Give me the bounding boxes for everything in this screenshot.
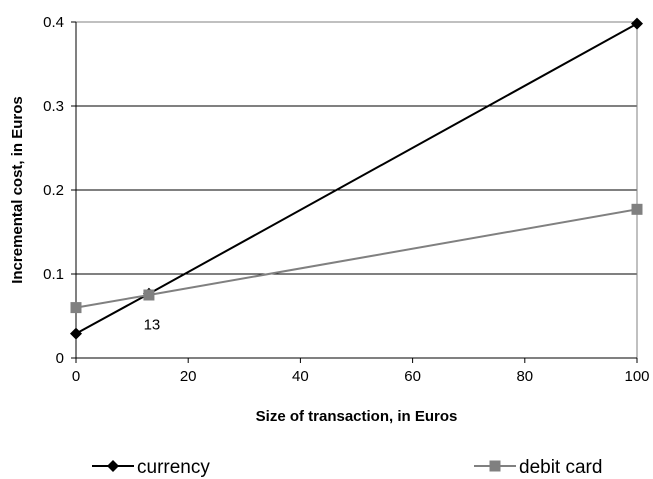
x-tick-label-40: 40 bbox=[292, 368, 309, 385]
data-point-debit-card-0 bbox=[70, 302, 82, 314]
y-axis-title: Incremental cost, in Euros bbox=[9, 96, 26, 284]
y-tick-label-0-3: 0.3 bbox=[43, 98, 64, 115]
y-tick-label-0-1: 0.1 bbox=[43, 266, 64, 283]
y-tick-label-0: 0 bbox=[56, 350, 64, 367]
legend-item-currency: currency bbox=[92, 457, 210, 478]
y-tick-label-0-4: 0.4 bbox=[43, 14, 64, 31]
y-tick-labels: 0 0.1 0.2 0.3 0.4 bbox=[43, 14, 76, 367]
annotation-label-0: 13 bbox=[144, 317, 161, 334]
x-axis-title: Size of transaction, in Euros bbox=[256, 408, 458, 425]
data-point-debit-card-1 bbox=[143, 289, 155, 301]
x-tick-label-20: 20 bbox=[180, 368, 197, 385]
data-point-debit-card-2 bbox=[631, 203, 643, 215]
series bbox=[70, 17, 643, 340]
x-tick-label-0: 0 bbox=[72, 368, 80, 385]
data-point-currency-0 bbox=[70, 327, 82, 340]
legend-swatch-marker-currency bbox=[107, 460, 119, 472]
x-tick-labels: 0 20 40 60 80 100 bbox=[72, 358, 650, 385]
data-point-currency-2 bbox=[631, 17, 643, 30]
legend-swatch-marker-debit-card bbox=[489, 460, 501, 472]
x-tick-label-60: 60 bbox=[404, 368, 421, 385]
series-debit-card bbox=[70, 203, 643, 314]
legend-item-debit-card: debit card bbox=[474, 457, 602, 478]
legend: currency debit card bbox=[92, 457, 602, 478]
x-tick-label-100: 100 bbox=[624, 368, 649, 385]
y-tick-label-0-2: 0.2 bbox=[43, 182, 64, 199]
annotations: 13 bbox=[144, 317, 161, 334]
legend-label-debit-card: debit card bbox=[519, 457, 602, 478]
x-tick-label-80: 80 bbox=[516, 368, 533, 385]
legend-label-currency: currency bbox=[137, 457, 210, 478]
